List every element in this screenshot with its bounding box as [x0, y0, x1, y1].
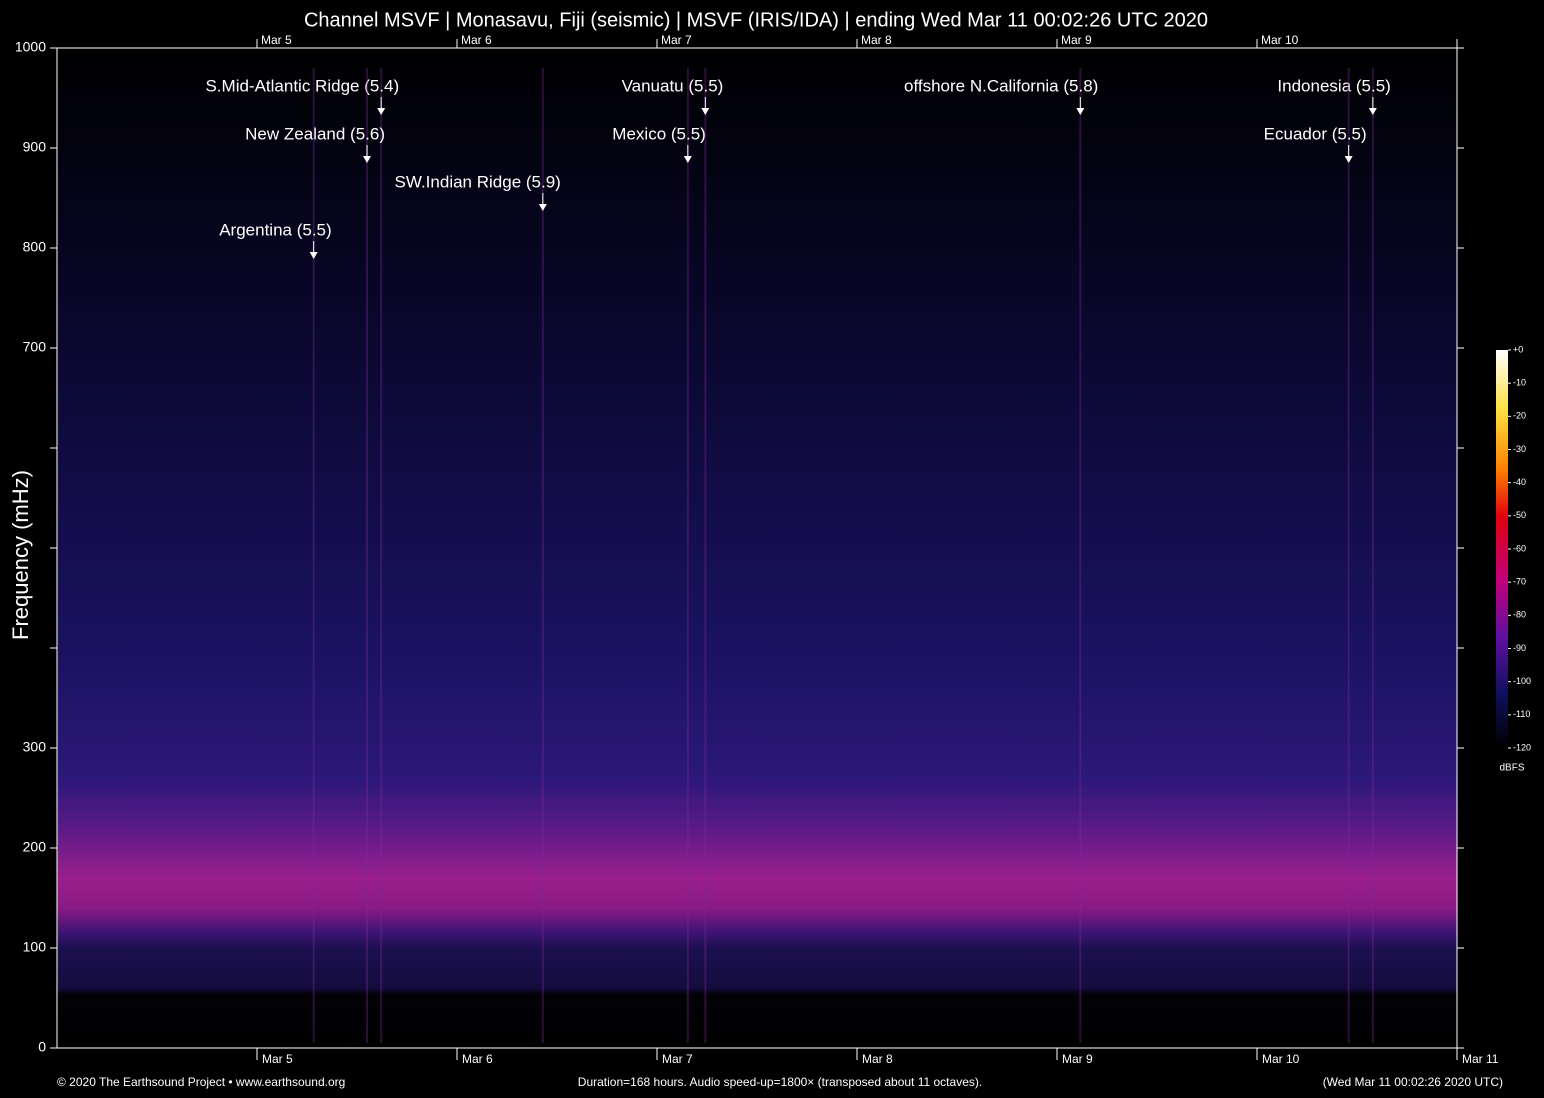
x-tick-label-top: Mar 6 — [461, 33, 492, 47]
x-tick-label: Mar 5 — [262, 1052, 293, 1066]
annotation-arrow — [1344, 156, 1353, 163]
x-tick-label: Mar 11 — [1462, 1052, 1499, 1066]
annotation-arrow — [309, 252, 318, 259]
annotation-arrow — [1368, 108, 1377, 115]
colorbar-tick-label: -120 — [1513, 742, 1531, 752]
spectrogram — [57, 48, 1457, 1048]
colorbar-tick-label: -90 — [1513, 643, 1526, 653]
annotation-label: Mexico (5.5) — [612, 124, 706, 143]
x-tick-label: Mar 10 — [1262, 1052, 1300, 1066]
colorbar-tick-label: -100 — [1513, 676, 1531, 686]
annotation-label: SW.Indian Ridge (5.9) — [395, 172, 561, 191]
annotation-label: Ecuador (5.5) — [1264, 124, 1367, 143]
y-tick-label: 900 — [23, 139, 47, 155]
annotation-label: offshore N.California (5.8) — [904, 76, 1098, 95]
x-tick-label: Mar 7 — [662, 1052, 693, 1066]
colorbar-tick-label: -110 — [1513, 709, 1530, 719]
annotation-arrow — [683, 156, 692, 163]
colorbar-tick-label: +0 — [1513, 344, 1523, 354]
chart-title: Channel MSVF | Monasavu, Fiji (seismic) … — [304, 9, 1208, 31]
annotation-label: New Zealand (5.6) — [245, 124, 385, 143]
y-axis-label: Frequency (mHz) — [8, 470, 33, 640]
x-tick-label-top: Mar 5 — [261, 33, 292, 47]
colorbar-tick-label: -30 — [1513, 444, 1526, 454]
annotation-label: Indonesia (5.5) — [1277, 76, 1390, 95]
annotation-label: Vanuatu (5.5) — [622, 76, 724, 95]
colorbar-tick-label: -70 — [1513, 577, 1526, 587]
y-tick-label: 300 — [23, 739, 47, 755]
annotation-arrow — [701, 108, 710, 115]
x-tick-label-top: Mar 10 — [1261, 33, 1299, 47]
x-tick-label-top: Mar 9 — [1061, 33, 1092, 47]
colorbar-tick-label: -20 — [1513, 411, 1526, 421]
x-tick-label-top: Mar 8 — [861, 33, 892, 47]
annotation-label: Argentina (5.5) — [219, 220, 331, 239]
annotation-arrow — [1076, 108, 1085, 115]
x-tick-label: Mar 9 — [1062, 1052, 1093, 1066]
annotation-arrow — [363, 156, 371, 163]
footer-center: Duration=168 hours. Audio speed-up=1800×… — [578, 1075, 982, 1089]
annotation-arrow — [538, 204, 547, 211]
colorbar-tick-label: -50 — [1513, 510, 1526, 520]
x-tick-label: Mar 8 — [862, 1052, 893, 1066]
annotation-arrow — [377, 108, 386, 115]
y-tick-label: 800 — [23, 239, 47, 255]
y-tick-label: 200 — [23, 839, 47, 855]
colorbar-tick-label: -80 — [1513, 610, 1526, 620]
x-tick-label-top: Mar 7 — [661, 33, 692, 47]
y-tick-label: 0 — [38, 1039, 46, 1055]
y-tick-label: 700 — [23, 339, 47, 355]
footer-right: (Wed Mar 11 00:02:26 2020 UTC) — [1323, 1075, 1503, 1089]
colorbar-tick-label: -10 — [1513, 378, 1526, 388]
footer-left: © 2020 The Earthsound Project • www.eart… — [57, 1075, 345, 1089]
colorbar — [1496, 350, 1508, 748]
colorbar-tick-label: -40 — [1513, 477, 1526, 487]
x-tick-label: Mar 6 — [462, 1052, 493, 1066]
y-tick-label: 100 — [23, 939, 47, 955]
colorbar-tick-label: -60 — [1513, 543, 1526, 553]
colorbar-label: dBFS — [1499, 763, 1524, 774]
annotation-label: S.Mid-Atlantic Ridge (5.4) — [205, 76, 399, 95]
y-tick-label: 1000 — [15, 39, 46, 55]
